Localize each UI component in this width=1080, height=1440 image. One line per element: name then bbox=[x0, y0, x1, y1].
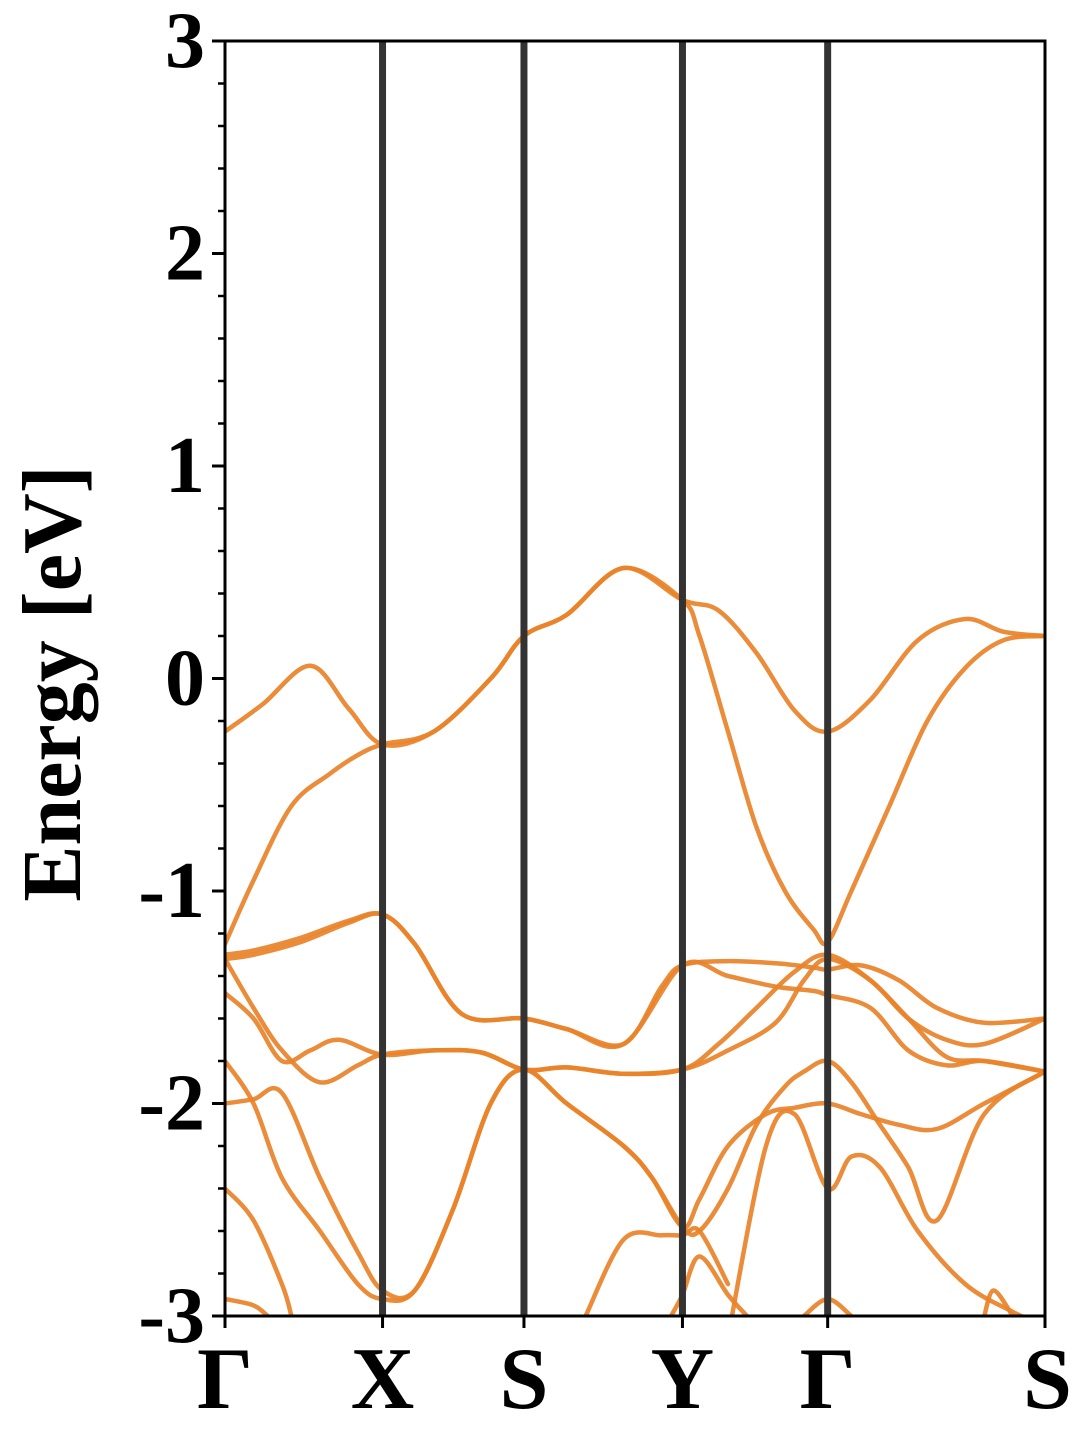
band-line-9 bbox=[225, 1186, 294, 1316]
x-tick-label: S bbox=[499, 1331, 548, 1428]
band-line-11 bbox=[583, 1225, 731, 1316]
band-line-2 bbox=[225, 565, 1045, 947]
y-tick-label: 3 bbox=[165, 0, 205, 85]
bands-layer bbox=[225, 565, 1045, 1316]
plot-frame bbox=[223, 39, 1047, 1318]
band-line-6 bbox=[225, 956, 1045, 1085]
x-tick-label: Γ bbox=[197, 1331, 253, 1428]
y-tick-label: 1 bbox=[165, 422, 205, 510]
band-line-14 bbox=[729, 1108, 1027, 1316]
band-line-15 bbox=[982, 1288, 1015, 1316]
y-tick-label: -2 bbox=[138, 1060, 205, 1148]
band-line-4 bbox=[225, 911, 1045, 1074]
y-tick-label: 0 bbox=[165, 635, 205, 723]
kpath-lines bbox=[379, 41, 832, 1316]
y-tick-label: -1 bbox=[138, 847, 205, 935]
band-line-8 bbox=[225, 1058, 1045, 1303]
y-axis-label: Energy [eV] bbox=[6, 465, 99, 901]
y-tick-label: 2 bbox=[165, 210, 205, 298]
y-ticks: -3 -2 -1 0 1 2 3 bbox=[138, 0, 225, 1360]
band-line-1 bbox=[225, 565, 1045, 748]
y-tick-label: -3 bbox=[138, 1272, 205, 1360]
x-tick-label: Γ bbox=[800, 1331, 856, 1428]
x-tick-label: X bbox=[351, 1331, 415, 1428]
x-tick-label: S bbox=[1023, 1331, 1072, 1428]
band-line-10 bbox=[225, 1296, 270, 1316]
band-line-7 bbox=[225, 1067, 1045, 1301]
x-tick-label: Y bbox=[651, 1331, 715, 1428]
